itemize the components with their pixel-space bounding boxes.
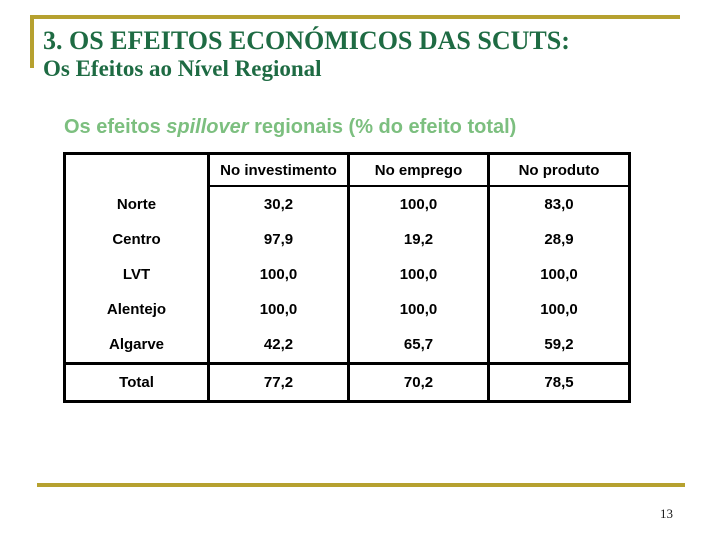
- value-cell: 100,0: [207, 257, 349, 292]
- subtitle-suffix: regionais (% do efeito total): [248, 116, 517, 138]
- table-row-algarve: Algarve 42,2 65,7 59,2: [65, 327, 630, 364]
- row-label-cell: Centro: [112, 231, 161, 248]
- bottom-accent-line: [37, 483, 685, 487]
- table-header-row: No investimento No emprego No produto: [65, 153, 630, 187]
- value-cell: 83,0: [487, 186, 630, 222]
- table-row-total: Total 77,2 70,2 78,5: [64, 362, 630, 402]
- value-cell: 97,9: [207, 222, 349, 257]
- corner-empty-cell: [65, 154, 209, 187]
- value-cell: 78,5: [487, 362, 630, 402]
- top-accent-line: [30, 15, 680, 19]
- row-label-cell: Total: [64, 362, 209, 402]
- value-cell: 19,2: [347, 222, 489, 257]
- value-cell: 100,0: [487, 292, 630, 327]
- value-cell: 100,0: [487, 257, 630, 292]
- row-label-cell: Algarve: [108, 336, 165, 353]
- value-cell: 100,0: [347, 292, 489, 327]
- title-line-1: 3. OS EFEITOS ECONÓMICOS DAS SCUTS:: [43, 26, 570, 55]
- table-row-alentejo: Alentejo 100,0 100,0 100,0: [65, 292, 630, 327]
- value-cell: 100,0: [207, 292, 349, 327]
- table-row-centro: Centro 97,9 19,2 28,9: [65, 222, 630, 257]
- table-row-norte: Norte 30,2 100,0 83,0: [65, 186, 630, 222]
- column-header-emprego: No emprego: [347, 153, 489, 187]
- page-number: 13: [660, 506, 673, 521]
- value-cell: 30,2: [207, 186, 349, 222]
- row-label-cell: LVT: [122, 266, 151, 283]
- spillover-table: No investimento No emprego No produto No…: [63, 152, 631, 403]
- subtitle-italic-word: spillover: [166, 116, 249, 138]
- left-accent-bar: [30, 15, 34, 68]
- value-cell: 28,9: [487, 222, 630, 257]
- value-cell: 100,0: [347, 186, 489, 222]
- slide-title: 3. OS EFEITOS ECONÓMICOS DAS SCUTS: Os E…: [43, 26, 570, 82]
- table-subtitle: Os efeitos spillover regionais (% do efe…: [64, 116, 516, 139]
- value-cell: 59,2: [487, 327, 630, 364]
- value-cell: 65,7: [347, 327, 489, 364]
- row-label-cell: Alentejo: [106, 301, 167, 318]
- value-cell: 70,2: [347, 362, 489, 402]
- table-row-lvt: LVT 100,0 100,0 100,0: [65, 257, 630, 292]
- column-header-investimento: No investimento: [207, 153, 349, 187]
- value-cell: 42,2: [207, 327, 349, 364]
- value-cell: 100,0: [347, 257, 489, 292]
- subtitle-prefix: Os efeitos: [64, 116, 167, 138]
- row-label-cell: Norte: [116, 195, 157, 213]
- value-cell: 77,2: [207, 362, 349, 402]
- title-line-2: Os Efeitos ao Nível Regional: [43, 56, 322, 81]
- column-header-produto: No produto: [487, 153, 630, 187]
